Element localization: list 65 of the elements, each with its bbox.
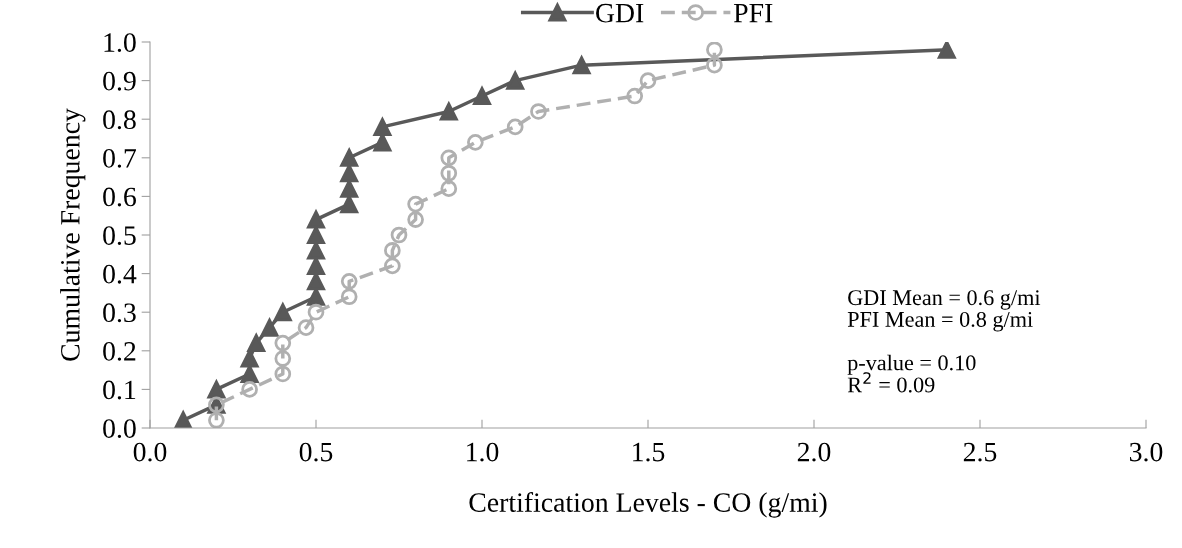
y-tick-label: 0.0 [103,419,136,439]
point [373,117,392,136]
point [440,180,458,198]
point [340,288,358,306]
point [297,319,315,336]
x-tick-label: 2.0 [797,442,831,462]
point [706,56,723,74]
point [384,242,401,259]
point [274,350,292,367]
point [273,303,292,322]
point [407,195,424,213]
x-tick-label: 1.5 [633,442,665,462]
point [639,72,657,89]
legend-label: PFI [733,4,773,23]
x-axis-title: Certification Levels - CO (g/mi) [469,492,827,518]
point [937,42,956,59]
point [706,42,723,59]
point [306,256,326,275]
y-tick-label: 0.5 [103,226,136,246]
y-tick-label: 0.2 [103,341,136,361]
point [506,118,524,136]
point [340,272,358,290]
x-tick-label: 0.5 [299,442,333,462]
point [506,71,525,90]
point [407,211,424,228]
point [467,134,484,151]
point [208,411,225,428]
point [440,149,458,167]
y-tick-label: 0.1 [103,380,136,400]
point [384,257,401,275]
x-tick-label: 3.0 [1129,442,1163,462]
point [340,195,359,214]
point [306,241,326,260]
point [472,87,492,106]
x-tick-label: 0.0 [133,442,167,462]
point [247,334,266,353]
y-tick-label: 0.9 [103,71,136,91]
point [241,381,258,398]
y-axis-title: Cumulative Frequency [60,108,86,361]
point [439,102,458,121]
point [390,226,408,244]
point [572,56,591,75]
y-tick-label: 0.3 [103,303,136,323]
point [340,164,359,183]
point [306,272,326,291]
point [307,303,325,321]
y-tick-label: 0.8 [103,110,136,130]
point [306,210,326,229]
point [207,380,226,399]
legend-label: GDI [596,3,644,23]
x-tick-label: 2.5 [963,442,997,462]
y-tick-label: 1.0 [104,33,136,53]
point [626,87,644,105]
y-tick-label: 0.7 [103,148,137,168]
point [306,287,326,306]
annotation: GDI Mean = 0.6 g/mi PFI Mean = 0.8 g/mi p-value = 0.10 R$^{2}$ = 0.09 [847,290,1041,393]
point [440,164,458,182]
point [274,365,292,383]
point [274,334,292,352]
point [340,148,359,167]
point [260,318,279,337]
y-tick-label: 0.6 [103,187,136,207]
point [530,103,547,120]
y-tick-label: 0.4 [103,264,137,284]
x-tick-label: 1.0 [467,442,499,462]
